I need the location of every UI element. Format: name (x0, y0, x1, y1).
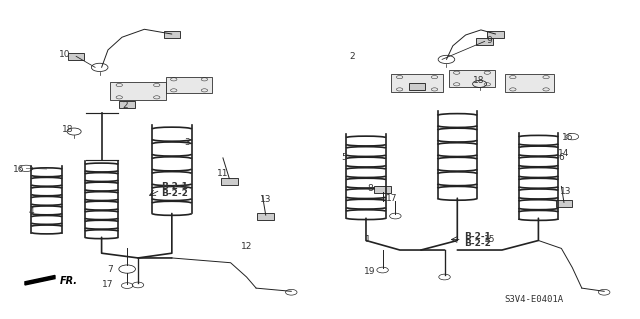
Text: 13: 13 (560, 187, 572, 196)
Text: 6: 6 (559, 153, 564, 162)
FancyBboxPatch shape (476, 38, 493, 45)
Text: 11: 11 (217, 169, 228, 178)
FancyBboxPatch shape (257, 213, 274, 220)
Text: 14: 14 (558, 149, 570, 158)
FancyBboxPatch shape (68, 53, 84, 60)
Polygon shape (25, 275, 55, 285)
Bar (504, 74, 554, 93)
Text: 19: 19 (364, 267, 376, 276)
Text: FR.: FR. (60, 276, 77, 286)
Text: 1: 1 (365, 235, 371, 244)
Text: B-2-1: B-2-1 (162, 182, 189, 191)
Text: 9: 9 (486, 36, 492, 45)
Text: 10: 10 (59, 50, 70, 59)
Text: B-2-1: B-2-1 (464, 232, 491, 241)
FancyBboxPatch shape (164, 31, 180, 38)
Text: 3: 3 (184, 137, 190, 146)
FancyBboxPatch shape (119, 101, 136, 108)
Bar (110, 82, 166, 100)
Bar (391, 74, 444, 93)
Bar (449, 70, 495, 87)
FancyBboxPatch shape (409, 83, 426, 90)
Text: 18: 18 (472, 76, 484, 85)
FancyBboxPatch shape (221, 178, 237, 185)
FancyBboxPatch shape (374, 186, 391, 193)
Text: B-2-2: B-2-2 (464, 239, 491, 248)
Text: 17: 17 (386, 194, 397, 203)
Text: B-2-2: B-2-2 (162, 189, 189, 198)
Text: 8: 8 (367, 184, 372, 193)
Text: 12: 12 (241, 242, 252, 251)
Text: 2: 2 (122, 101, 128, 110)
Text: 5: 5 (341, 153, 347, 162)
Text: 15: 15 (483, 235, 495, 244)
FancyBboxPatch shape (556, 200, 572, 207)
Text: S3V4-E0401A: S3V4-E0401A (504, 295, 563, 304)
Text: 17: 17 (102, 280, 114, 289)
Text: 13: 13 (260, 195, 271, 204)
Text: 2: 2 (349, 52, 355, 61)
Text: 4: 4 (29, 207, 34, 216)
Bar (166, 77, 212, 93)
Text: 7: 7 (108, 264, 113, 274)
Text: 16: 16 (13, 165, 24, 174)
Text: 18: 18 (62, 125, 74, 134)
Text: 16: 16 (562, 133, 573, 142)
FancyBboxPatch shape (487, 31, 504, 38)
